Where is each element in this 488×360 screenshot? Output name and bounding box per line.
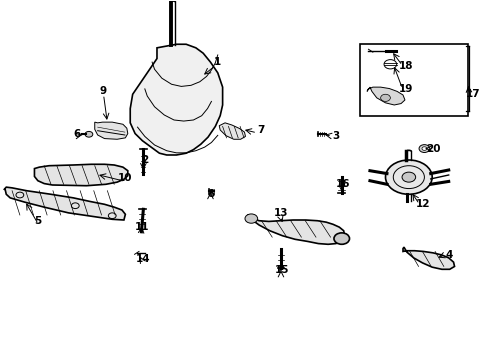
Text: 17: 17: [465, 89, 479, 99]
Circle shape: [401, 172, 415, 182]
Polygon shape: [95, 122, 127, 139]
Circle shape: [333, 233, 349, 244]
Polygon shape: [34, 164, 127, 186]
FancyBboxPatch shape: [360, 44, 467, 116]
Text: 10: 10: [118, 173, 132, 183]
Polygon shape: [130, 44, 222, 155]
Text: 7: 7: [256, 125, 264, 135]
Text: 5: 5: [34, 216, 41, 226]
Text: 8: 8: [207, 189, 215, 199]
Text: 19: 19: [398, 84, 412, 94]
Text: 1: 1: [214, 57, 221, 67]
Text: 20: 20: [425, 144, 440, 154]
Text: 2: 2: [141, 156, 148, 165]
Text: 14: 14: [136, 253, 150, 264]
Text: 13: 13: [274, 208, 288, 218]
Text: 4: 4: [444, 250, 451, 260]
Polygon shape: [219, 123, 245, 139]
Text: 15: 15: [275, 265, 289, 275]
Polygon shape: [402, 247, 454, 269]
Text: 9: 9: [100, 86, 107, 96]
Polygon shape: [366, 87, 404, 105]
Polygon shape: [247, 215, 344, 244]
Circle shape: [421, 147, 426, 150]
Text: 18: 18: [398, 61, 412, 71]
Circle shape: [244, 214, 257, 223]
Text: 12: 12: [415, 199, 430, 209]
Text: 16: 16: [335, 179, 349, 189]
Circle shape: [380, 94, 389, 102]
Circle shape: [385, 160, 431, 194]
Text: 11: 11: [135, 222, 149, 232]
Circle shape: [85, 131, 93, 137]
Circle shape: [418, 145, 429, 153]
Polygon shape: [4, 187, 125, 220]
Text: 6: 6: [73, 129, 80, 139]
Text: 3: 3: [332, 131, 339, 141]
